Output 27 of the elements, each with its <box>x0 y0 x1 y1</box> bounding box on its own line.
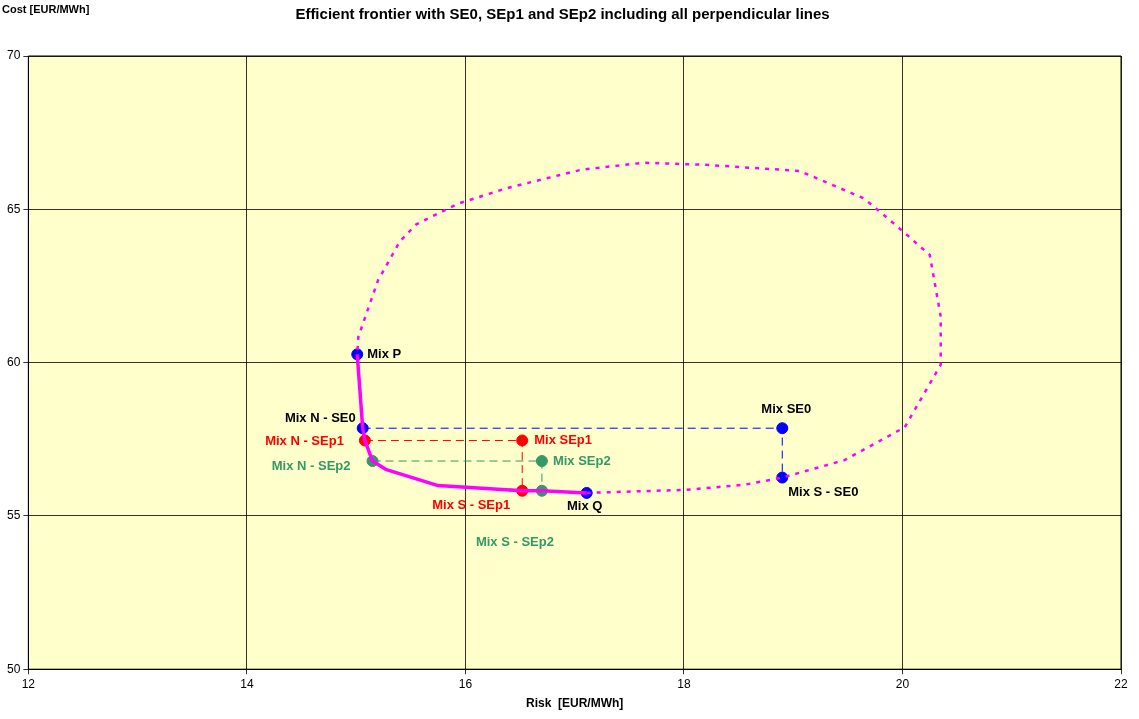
annotation: Mix Q <box>566 498 603 514</box>
x-axis-title: Risk [EUR/MWh] <box>526 696 624 711</box>
x-tick-label: 12 <box>21 676 36 691</box>
annotation: Mix S - SEp2 <box>475 534 554 550</box>
annotation: Mix SEp1 <box>534 432 593 448</box>
annotation: Mix SE0 <box>761 400 812 416</box>
annotation: Mix SEp2 <box>552 452 611 468</box>
y-tick-label: 55 <box>6 508 21 523</box>
y-tick-label: 60 <box>6 354 21 369</box>
annotation: Mix N - SEp1 <box>265 433 344 449</box>
annotation: Mix N - SEp2 <box>271 457 351 473</box>
point <box>516 434 529 447</box>
chart-title: Efficient frontier with SE0, SEp1 and SEp2 including all perpendicular lines <box>295 5 830 23</box>
point <box>776 422 789 435</box>
x-tick-label: 20 <box>895 676 910 691</box>
y-tick-label: 65 <box>6 201 21 216</box>
annotation: Mix P <box>367 345 402 361</box>
x-tick-label: 16 <box>458 676 473 691</box>
annotation: Mix N - SE0 <box>284 409 356 425</box>
annotation: Mix S - SE0 <box>788 484 859 500</box>
x-tick-label: 18 <box>677 676 691 691</box>
x-tick-label: 22 <box>1114 676 1128 691</box>
point <box>535 455 548 468</box>
y-axis-title: Cost [EUR/MWh] <box>2 2 90 15</box>
y-tick-label: 50 <box>6 661 21 676</box>
y-tick-label: 70 <box>6 48 21 63</box>
x-tick-label: 14 <box>240 676 254 691</box>
